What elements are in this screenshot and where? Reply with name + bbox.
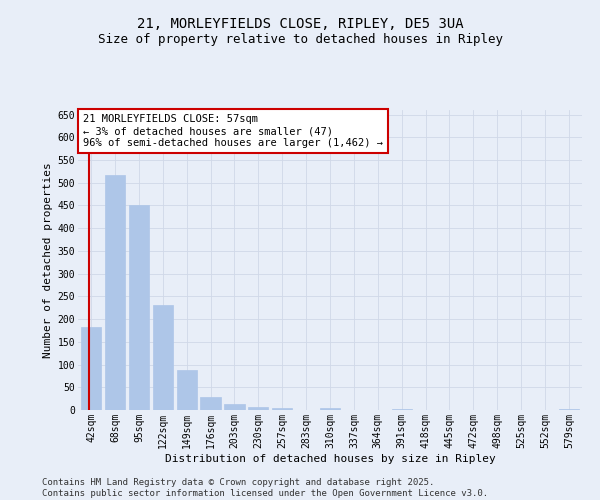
Bar (200, 398, 221, 410)
Bar (559, 409, 579, 410)
Text: 21, MORLEYFIELDS CLOSE, RIPLEY, DE5 3UA: 21, MORLEYFIELDS CLOSE, RIPLEY, DE5 3UA (137, 18, 463, 32)
Bar (105, 174, 125, 410)
Text: Size of property relative to detached houses in Ripley: Size of property relative to detached ho… (97, 32, 503, 46)
Bar (81, 327, 101, 410)
Bar (224, 404, 245, 410)
Bar (392, 409, 412, 410)
Bar (129, 206, 149, 410)
X-axis label: Distribution of detached houses by size in Ripley: Distribution of detached houses by size … (164, 454, 496, 464)
Bar (176, 370, 197, 410)
Text: 21 MORLEYFIELDS CLOSE: 57sqm
← 3% of detached houses are smaller (47)
96% of sem: 21 MORLEYFIELDS CLOSE: 57sqm ← 3% of det… (83, 114, 383, 148)
Bar (320, 408, 340, 410)
Bar (248, 407, 268, 410)
Bar (152, 304, 173, 410)
Text: Contains HM Land Registry data © Crown copyright and database right 2025.
Contai: Contains HM Land Registry data © Crown c… (42, 478, 488, 498)
Y-axis label: Number of detached properties: Number of detached properties (43, 162, 53, 358)
Bar (272, 408, 292, 410)
